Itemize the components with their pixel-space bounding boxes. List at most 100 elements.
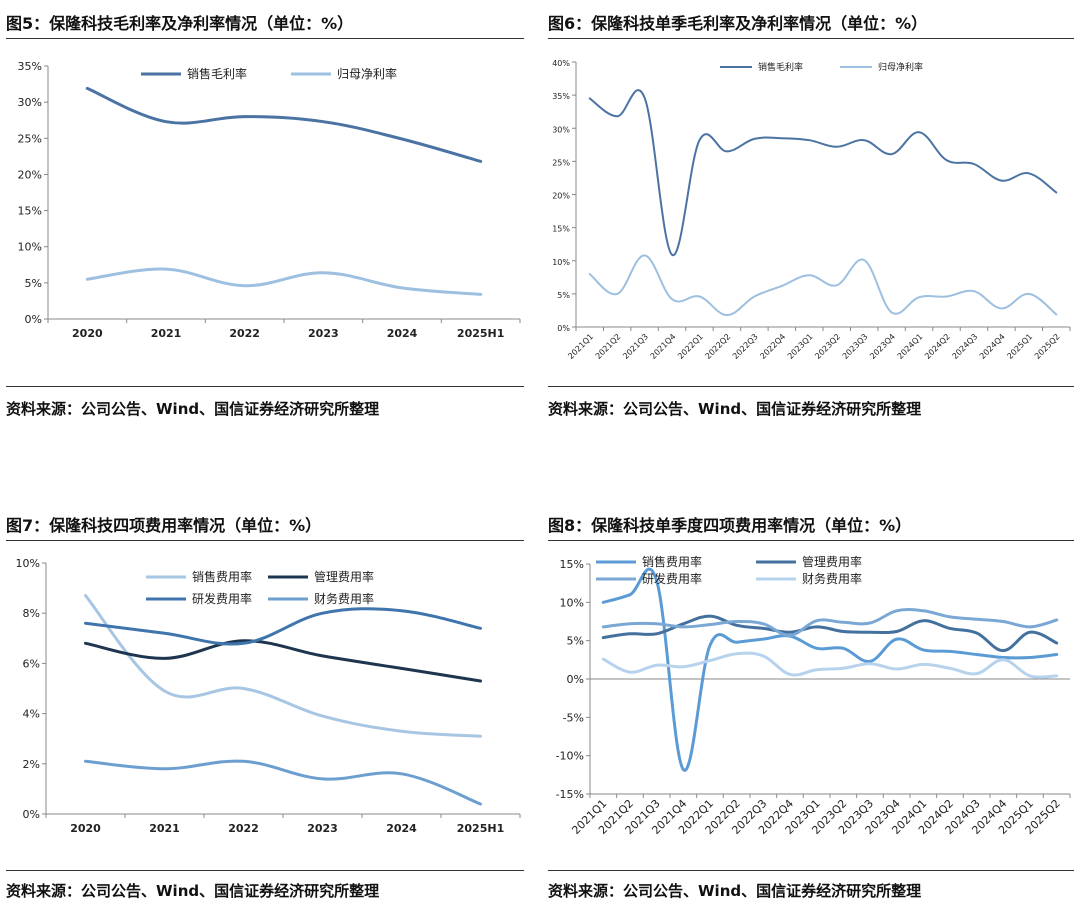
legend-label: 研发费用率 <box>642 571 702 586</box>
chart-title: 图6：保隆科技单季毛利率及净利率情况（单位：%） <box>548 14 928 33</box>
chart-panel-fig7: 图7：保隆科技四项费用率情况（单位：%） 0% 2% 4% 6% 8% 10% 2020 20… <box>6 508 524 908</box>
y-tick-label: 15% <box>552 225 570 234</box>
x-tick-label: 2021Q3 <box>621 332 650 361</box>
source-rule <box>548 386 1074 387</box>
x-tick-label: 2021Q4 <box>649 332 678 361</box>
series-line-3 <box>84 607 482 646</box>
x-tick-label: 2024Q4 <box>978 332 1007 361</box>
x-tick-label: 2023 <box>308 327 339 340</box>
chart-fig8: -15%-10%-5%0%5%10%15%2021Q12021Q22021Q32… <box>556 554 1071 837</box>
x-tick-label: 2023Q3 <box>841 332 870 361</box>
source-rule <box>6 386 524 387</box>
x-tick-label: 2025Q1 <box>1005 332 1034 361</box>
y-tick-label: 20% <box>552 192 570 201</box>
x-tick-label: 2025H1 <box>457 327 504 340</box>
series-line-1 <box>588 89 1058 256</box>
x-tick-label: 2021 <box>149 822 180 835</box>
legend-label: 销售费用率 <box>192 569 252 584</box>
title-rule <box>6 540 524 541</box>
y-tick-label: 0% <box>23 808 40 821</box>
chart-fig7: 0% 2% 4% 6% 8% 10% 2020 2021 2022 2023 2024 2025H1 销… <box>16 557 521 835</box>
title-rule <box>6 38 524 39</box>
source-note: 资料来源：公司公告、Wind、国信证券经济研究所整理 <box>548 882 922 900</box>
x-tick-label: 2021Q2 <box>594 332 623 361</box>
legend-label: 归母净利率 <box>878 61 923 73</box>
chart-panel-fig8: 图8：保隆科技单季度四项费用率情况（单位：%） -15% -10% -5% 0% 5% 1… <box>548 508 1074 908</box>
y-tick-label: 10% <box>16 557 40 570</box>
y-tick-label: 2% <box>23 758 40 771</box>
x-tick-label: 2020 <box>70 822 101 835</box>
y-tick-label: 6% <box>23 657 40 670</box>
series-line-1 <box>84 594 482 738</box>
y-tick-label: 20% <box>18 168 42 181</box>
source-rule <box>548 870 1074 871</box>
series-line-1 <box>85 86 483 163</box>
series-line-2 <box>601 614 1059 653</box>
y-tick-label: 5% <box>25 277 42 290</box>
x-tick-label: 2022 <box>228 822 259 835</box>
x-tick-label: 2023Q1 <box>786 332 815 361</box>
legend-label: 销售费用率 <box>642 554 702 569</box>
series-line-1 <box>601 567 1059 772</box>
legend-label: 销售毛利率 <box>187 66 247 81</box>
legend-label: 归母净利率 <box>337 66 397 81</box>
series-line-4 <box>84 759 482 806</box>
y-tick-label: 4% <box>23 708 40 721</box>
title-rule <box>548 38 1074 39</box>
x-tick-label: 2021 <box>151 327 182 340</box>
source-note: 资料来源：公司公告、Wind、国信证券经济研究所整理 <box>6 400 380 418</box>
series-line-2 <box>84 639 482 683</box>
x-tick-label: 2022Q1 <box>676 332 705 361</box>
x-tick-label: 2022Q2 <box>704 332 733 361</box>
chart-fig6: 0%5%10%15%20%25%30%35%40%2021Q12021Q2202… <box>552 59 1071 361</box>
series-line-2 <box>85 267 483 296</box>
y-tick-label: 35% <box>552 92 570 101</box>
y-tick-label: 0% <box>557 324 570 333</box>
x-tick-label: 2025H1 <box>457 822 504 835</box>
x-tick-label: 2022Q3 <box>731 332 760 361</box>
source-note: 资料来源：公司公告、Wind、国信证券经济研究所整理 <box>548 400 922 418</box>
y-tick-label: 10% <box>560 596 584 609</box>
y-tick-label: 30% <box>18 96 42 109</box>
legend-label: 研发费用率 <box>192 591 252 606</box>
y-tick-label: 15% <box>560 558 584 571</box>
series-line-4 <box>601 651 1059 679</box>
chart-title: 图7：保隆科技四项费用率情况（单位：%） <box>6 516 322 535</box>
chart-title: 图8：保隆科技单季度四项费用率情况（单位：%） <box>548 516 912 535</box>
legend-label: 销售毛利率 <box>758 61 803 73</box>
chart-panel-fig5: 图5：保隆科技毛利率及净利率情况（单位：%） 0% 5% 10% 15% 20% 25% 3… <box>6 6 524 426</box>
x-tick-label: 2024Q2 <box>923 332 952 361</box>
y-tick-label: 35% <box>18 60 42 73</box>
y-tick-label: 15% <box>18 205 42 218</box>
y-tick-label: -10% <box>556 750 584 763</box>
x-tick-label: 2023 <box>307 822 338 835</box>
y-tick-label: 10% <box>18 241 42 254</box>
x-tick-label: 2023Q4 <box>868 332 897 361</box>
x-tick-label: 2022 <box>229 327 260 340</box>
legend-label: 财务费用率 <box>314 591 374 606</box>
y-tick-label: 10% <box>552 258 570 267</box>
x-tick-label: 2024 <box>386 822 417 835</box>
x-tick-label: 2024Q3 <box>951 332 980 361</box>
y-tick-label: 0% <box>25 313 42 326</box>
series-line-3 <box>601 608 1059 637</box>
y-tick-label: 0% <box>567 673 584 686</box>
x-tick-label: 2024 <box>387 327 418 340</box>
legend-label: 管理费用率 <box>802 554 862 569</box>
y-tick-label: 5% <box>567 635 584 648</box>
legend-label: 管理费用率 <box>314 569 374 584</box>
source-note: 资料来源：公司公告、Wind、国信证券经济研究所整理 <box>6 882 380 900</box>
x-tick-label: 2021Q1 <box>566 332 595 361</box>
y-tick-label: 8% <box>23 607 40 620</box>
series-line-2 <box>588 254 1058 317</box>
chart-fig5: 0% 5% 10% 15% 20% 25% 30% 35% 2020 2021 2022 2023 20… <box>18 60 521 340</box>
x-tick-label: 2024Q1 <box>896 332 925 361</box>
source-rule <box>6 870 524 871</box>
y-tick-label: 25% <box>552 158 570 167</box>
y-tick-label: 5% <box>557 291 570 300</box>
chart-panel-fig6: 图6：保隆科技单季毛利率及净利率情况（单位：%） 0% 5% 10% 15% 20% 25… <box>548 6 1074 426</box>
x-tick-label: 2023Q2 <box>813 332 842 361</box>
legend-label: 财务费用率 <box>802 571 862 586</box>
x-tick-label: 2022Q4 <box>758 332 787 361</box>
x-tick-label: 2020 <box>72 327 103 340</box>
